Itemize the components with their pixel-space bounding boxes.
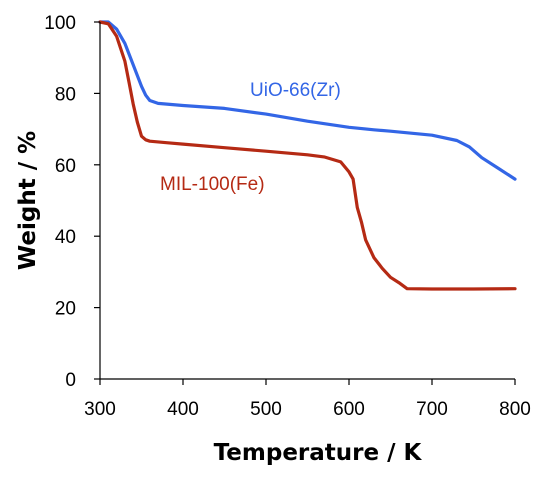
y-tick-label-2: 40	[55, 227, 76, 248]
x-tick-label-3: 600	[333, 399, 365, 420]
x-tick-label-5: 800	[499, 399, 531, 420]
y-tick-label-4: 80	[55, 84, 76, 105]
series-labels: UiO-66(Zr) MIL-100(Fe)	[160, 80, 341, 195]
x-tick-label-2: 500	[250, 399, 282, 420]
y-axis-title: Weight / %	[15, 131, 41, 270]
data-curves	[98, 20, 517, 291]
tick-labels: 300 400 500 600 700 800 0 20 40 60 80 100	[44, 13, 531, 420]
x-tick-label-1: 400	[167, 399, 199, 420]
series-line-1	[98, 20, 517, 291]
x-tick-label-4: 700	[416, 399, 448, 420]
series-line-0	[98, 20, 517, 181]
y-tick-label-1: 20	[55, 299, 76, 320]
tick-marks	[94, 21, 516, 385]
y-tick-label-5: 100	[44, 13, 76, 34]
y-tick-label-3: 60	[55, 156, 76, 177]
x-axis-title: Temperature / K	[214, 440, 423, 466]
series-label-0: UiO-66(Zr)	[250, 80, 341, 101]
series-label-1: MIL-100(Fe)	[160, 174, 265, 195]
axes	[99, 22, 515, 380]
y-tick-label-0: 0	[65, 370, 76, 391]
x-tick-label-0: 300	[84, 399, 116, 420]
